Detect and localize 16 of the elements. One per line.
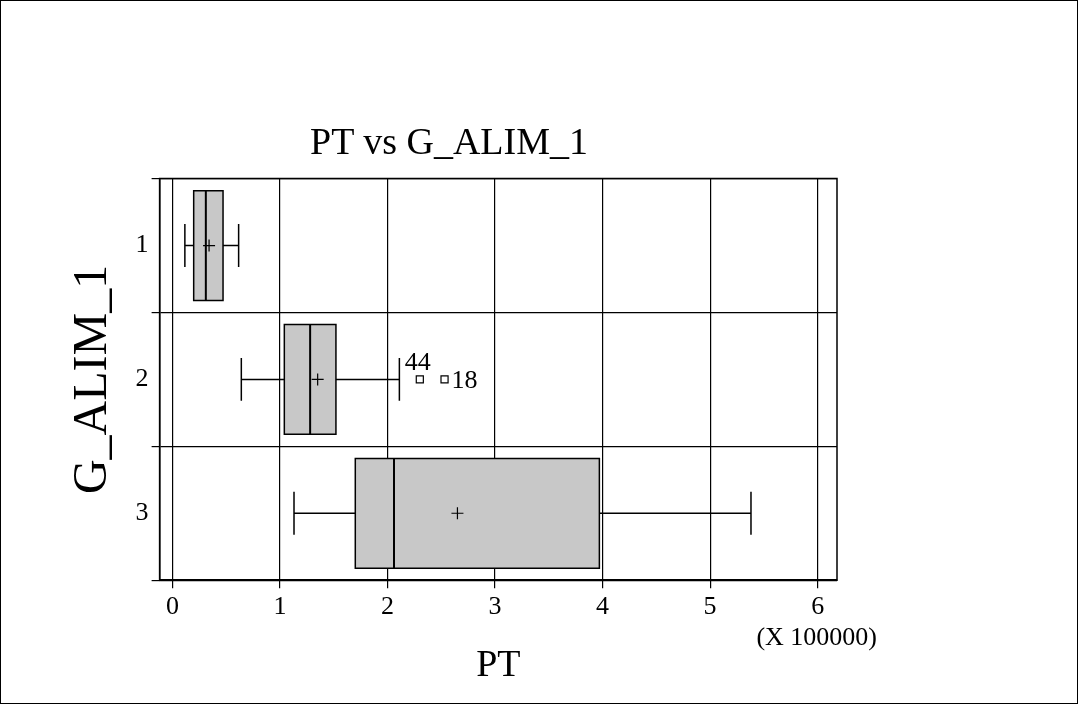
x-tick-label: 0 [166, 590, 179, 620]
y-tick-label: 2 [135, 363, 149, 393]
chart-title: PT vs G_ALIM_1 [310, 119, 588, 162]
x-tick-label: 5 [703, 590, 717, 620]
x-tick-label: 3 [488, 590, 502, 620]
annotation: 18 [451, 365, 478, 395]
x-tick-label: 4 [596, 590, 610, 620]
x-tick-label: 6 [811, 590, 825, 620]
y-tick-label: 3 [135, 497, 149, 527]
annotation: 44 [404, 347, 431, 377]
y-axis-title: G_ALIM_1 [63, 264, 117, 495]
x-tick-label: 2 [381, 590, 395, 620]
x-tick-label: 1 [273, 590, 287, 620]
text: (X 100000) [756, 622, 877, 652]
y-tick-label: 1 [135, 229, 149, 259]
x-axis-title: PT [476, 642, 521, 685]
